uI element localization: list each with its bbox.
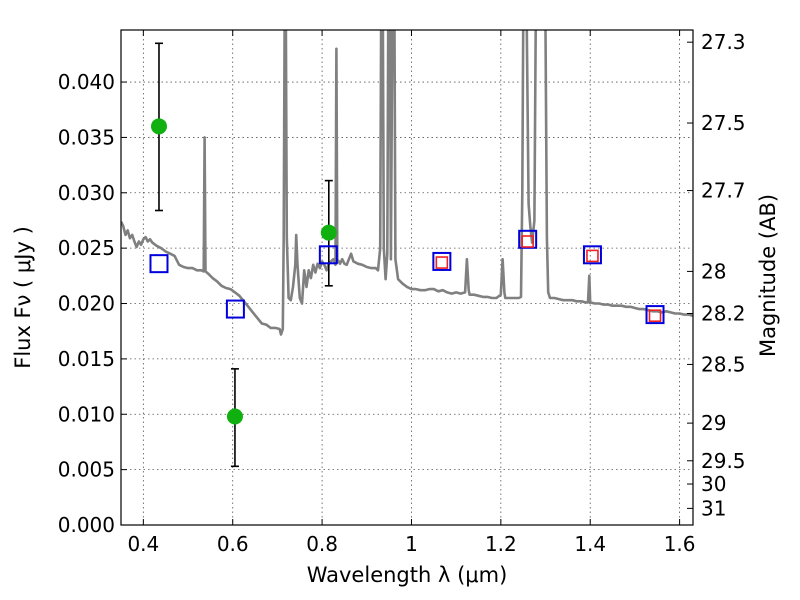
y2-tick-label: 29.5 (701, 449, 746, 473)
plot-frame (120, 29, 694, 526)
x-tick-label: 1 (405, 532, 418, 556)
model-photometry-square (432, 251, 452, 271)
spectrum-line (121, 30, 693, 336)
y-tick-label: 0.040 (58, 70, 115, 94)
y2-tick-label: 27.3 (701, 30, 746, 54)
observed-point (150, 118, 167, 135)
y-tick-label: 0.035 (58, 125, 115, 149)
y2-tick-label: 29 (701, 411, 726, 435)
fitted-photometry-square (521, 235, 534, 248)
y2-tick-label: 31 (701, 496, 726, 520)
axis-ticks: 0.4 0.6 0.8 1 1.2 1.4 1.6 0.000 0.005 0.010 0.015 0… (58, 30, 746, 556)
y-tick-label: 0.030 (58, 181, 115, 205)
model-photometry-square (225, 299, 245, 319)
grid (121, 30, 693, 526)
model-photometry-square (582, 245, 602, 265)
fitted-photometry-square (586, 249, 599, 263)
observed-point (320, 224, 337, 241)
x-tick-label: 1.4 (574, 532, 606, 556)
x-tick-label: 0.8 (306, 532, 338, 556)
x-tick-label: 0.4 (127, 532, 159, 556)
model-photometry-square (149, 254, 169, 274)
y-tick-label: 0.015 (58, 347, 115, 371)
photometry-markers (149, 42, 665, 468)
x-axis-title: Wavelength λ (μm) (307, 563, 508, 587)
y-tick-label: 0.025 (58, 236, 115, 260)
y-tick-label: 0.000 (58, 513, 115, 537)
model-photometry-square (645, 305, 665, 325)
y2-tick-label: 28.5 (701, 352, 746, 376)
model-photometry-square (318, 245, 338, 265)
y-tick-label: 0.010 (58, 402, 115, 426)
y2-axis-title: Magnitude (AB) (756, 194, 780, 357)
y-tick-label: 0.005 (58, 458, 115, 482)
fitted-photometry-square (648, 309, 662, 323)
y-axis-title: Flux Fν ( μJy ) (11, 226, 35, 369)
y2-tick-label: 27.5 (701, 111, 746, 135)
model-spectrum (121, 30, 693, 336)
y2-tick-label: 28.2 (701, 301, 746, 325)
y2-tick-label: 27.7 (701, 179, 746, 203)
y2-tick-label: 30 (701, 472, 726, 496)
x-tick-label: 1.6 (664, 532, 696, 556)
x-tick-label: 0.6 (217, 532, 249, 556)
fitted-photometry-square (435, 256, 449, 269)
observed-point (226, 408, 243, 425)
y-tick-label: 0.020 (58, 292, 115, 316)
x-tick-label: 1.2 (485, 532, 517, 556)
y2-tick-label: 28 (701, 259, 726, 283)
